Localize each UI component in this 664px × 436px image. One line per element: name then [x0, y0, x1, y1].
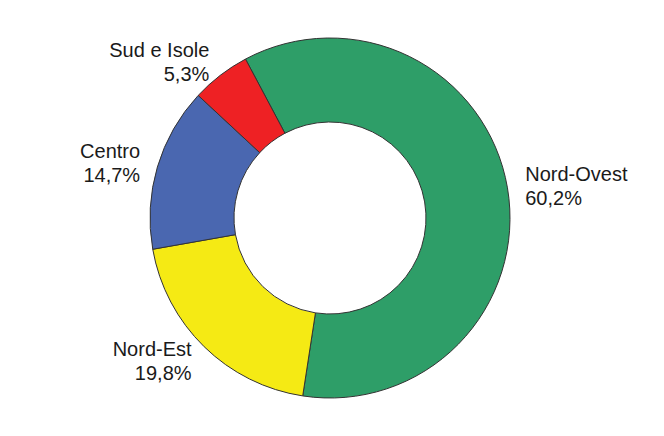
svg-text:Centro14,7%: Centro14,7%: [80, 140, 140, 186]
svg-text:Nord-Ovest60,2%: Nord-Ovest60,2%: [525, 163, 628, 209]
svg-text:Nord-Est19,8%: Nord-Est19,8%: [113, 338, 192, 384]
svg-text:Sud e Isole5,3%: Sud e Isole5,3%: [109, 39, 209, 85]
